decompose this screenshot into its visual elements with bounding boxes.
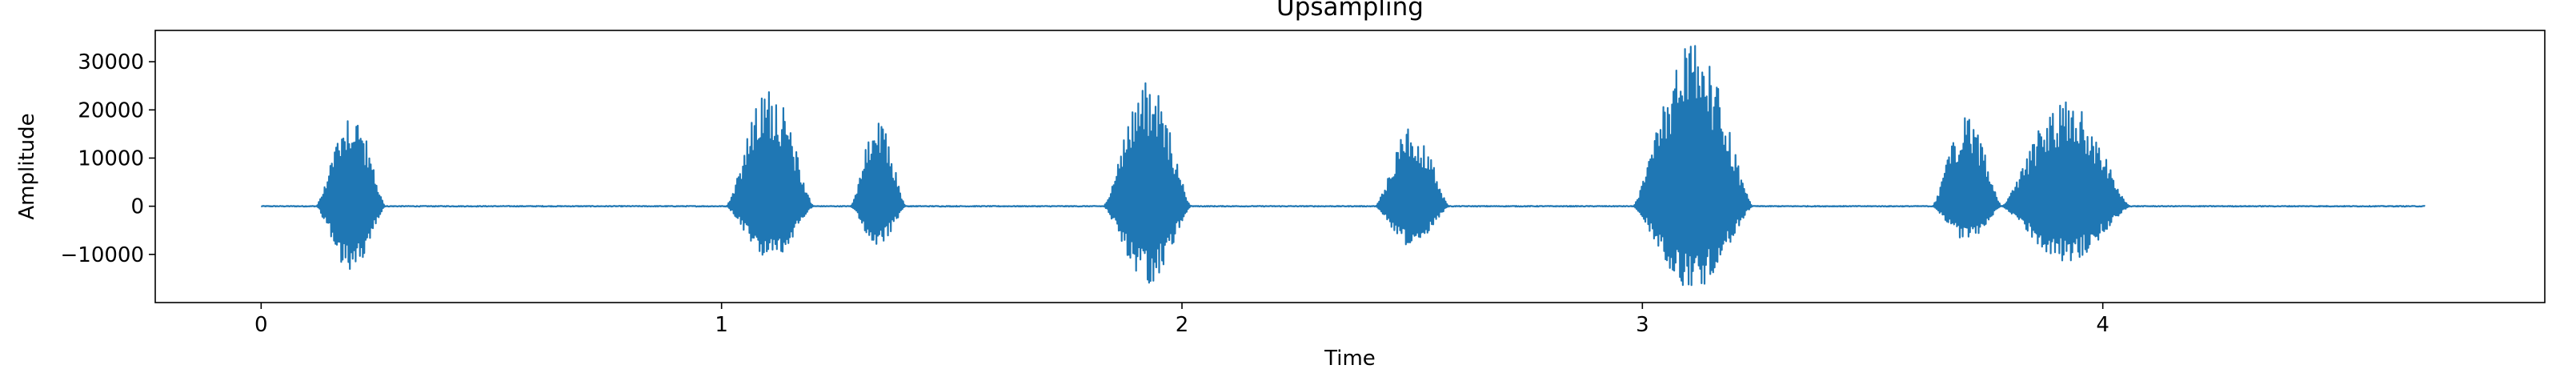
y-tick-label: 0 <box>130 195 144 219</box>
x-tick-label: 0 <box>254 313 268 337</box>
plot-frame <box>154 30 2546 303</box>
y-tick-label: −10000 <box>61 243 145 267</box>
y-axis: −10000 0 10000 20000 30000 <box>61 50 155 267</box>
x-tick-label: 3 <box>1636 313 1649 337</box>
x-axis-label: Time <box>1324 347 1376 371</box>
x-axis: 0 1 2 3 4 <box>254 303 2109 337</box>
y-axis-label: Amplitude <box>15 113 39 219</box>
y-tick-label: 10000 <box>78 146 144 170</box>
chart-title: Upsampling <box>1276 0 1424 22</box>
x-tick-label: 2 <box>1176 313 1189 337</box>
x-tick-label: 4 <box>2096 313 2109 337</box>
plot-area <box>260 45 2426 287</box>
x-tick-label: 1 <box>715 313 728 337</box>
series-line <box>260 45 2426 287</box>
y-tick-label: 30000 <box>78 50 144 74</box>
y-tick-label: 20000 <box>78 98 144 122</box>
